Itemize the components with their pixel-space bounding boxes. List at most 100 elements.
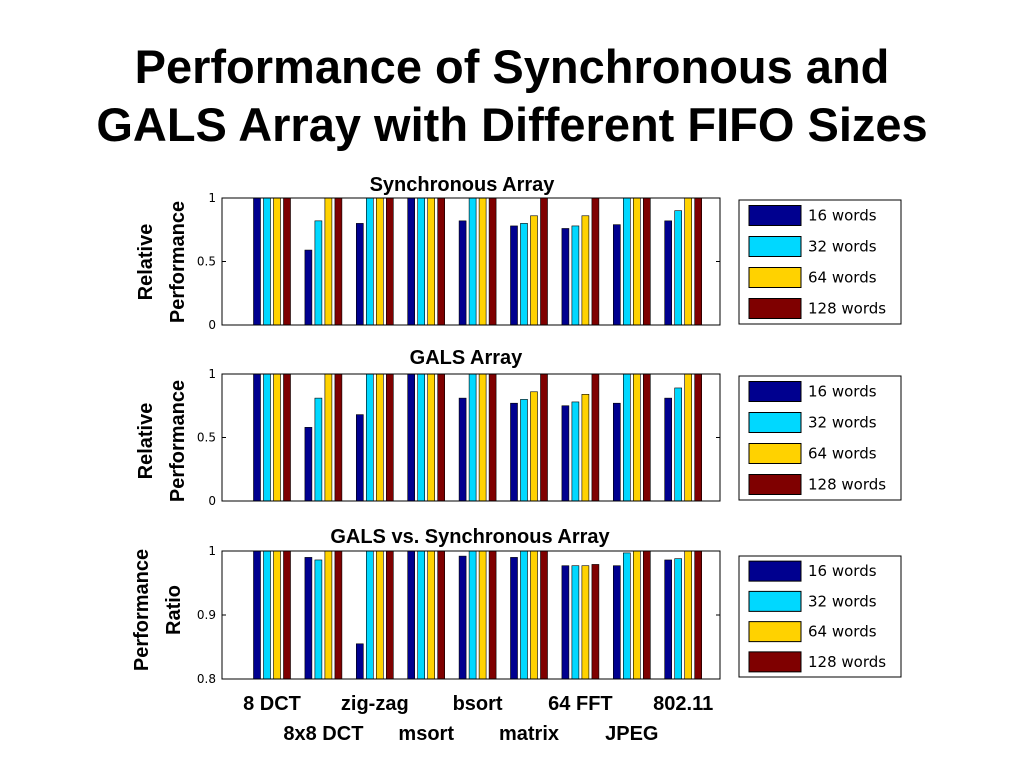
bar <box>510 557 518 680</box>
bar <box>591 197 600 326</box>
bar <box>612 565 621 680</box>
bar <box>365 550 374 680</box>
bar <box>324 550 333 680</box>
bar <box>273 373 281 502</box>
bar <box>684 197 693 326</box>
bar <box>520 550 528 680</box>
bar <box>253 550 261 680</box>
slide-title-line-2: GALS Array with Different FIFO Sizes <box>96 98 928 151</box>
bar <box>684 373 693 502</box>
legend-label: 128 words <box>808 300 886 318</box>
bar <box>263 197 271 326</box>
bar <box>632 550 641 680</box>
legend-label: 128 words <box>808 653 886 671</box>
bar <box>427 550 436 680</box>
legend-label: 32 words <box>808 592 877 610</box>
bar <box>510 225 518 326</box>
legend-swatch <box>748 474 802 495</box>
bar <box>334 550 343 680</box>
bar <box>674 210 683 326</box>
bar <box>520 223 528 326</box>
bar <box>571 565 580 680</box>
bar <box>355 414 364 502</box>
bar <box>263 373 271 502</box>
bar <box>674 558 683 680</box>
bar <box>385 550 394 680</box>
bar <box>304 249 313 326</box>
x-tick-label: msort <box>398 723 454 745</box>
bar <box>694 197 703 326</box>
legend-swatch <box>748 651 802 673</box>
legend: 16 words 32 words 64 words 128 words <box>738 199 902 325</box>
bar <box>674 387 683 502</box>
y-axis-label: Relative <box>135 224 157 301</box>
legend: 16 words 32 words 64 words 128 words <box>738 375 902 501</box>
bar <box>437 197 446 326</box>
bar <box>468 550 477 680</box>
bar <box>581 215 590 326</box>
x-tick-label: matrix <box>499 723 559 745</box>
y-tick-label: 0.5 <box>197 255 216 269</box>
bar <box>304 427 313 502</box>
bar <box>478 197 487 326</box>
legend-label: 64 words <box>808 269 877 287</box>
bar <box>581 394 590 502</box>
bar <box>591 373 600 502</box>
legend-swatch <box>748 443 802 464</box>
legend-label: 64 words <box>808 445 877 463</box>
y-axis-label: Performance <box>167 201 189 323</box>
legend-label: 32 words <box>808 414 877 432</box>
legend-label: 32 words <box>808 238 877 256</box>
legend-swatch <box>748 590 802 612</box>
bar <box>304 557 313 680</box>
bar <box>273 550 281 680</box>
bar <box>642 197 651 326</box>
legend: 16 words 32 words 64 words 128 words <box>738 555 902 678</box>
y-axis-label: Performance <box>131 549 153 671</box>
x-tick-label: 8x8 DCT <box>283 723 363 745</box>
bar <box>622 373 631 502</box>
bar <box>540 550 548 680</box>
y-axis-label: Performance <box>167 380 189 502</box>
chart-panel-3: GALS vs. Synchronous Array Performance Rat… <box>131 526 902 686</box>
bar <box>458 397 467 502</box>
legend-label: 128 words <box>808 476 886 494</box>
bar <box>375 550 384 680</box>
bar <box>530 391 538 502</box>
bar <box>314 397 323 502</box>
legend-swatch <box>748 236 802 257</box>
bar <box>283 550 291 680</box>
bar <box>458 555 467 680</box>
bar <box>417 197 426 326</box>
bar <box>664 559 673 680</box>
x-tick-label: bsort <box>453 693 503 715</box>
bar <box>612 402 621 502</box>
legend-swatch <box>748 381 802 402</box>
bar <box>478 373 487 502</box>
bar <box>417 550 426 680</box>
bar <box>437 373 446 502</box>
bar <box>407 197 416 326</box>
legend-label: 16 words <box>808 562 877 580</box>
bar <box>334 197 343 326</box>
x-tick-label: 64 FFT <box>548 693 612 715</box>
bar <box>694 550 703 680</box>
bar <box>540 373 548 502</box>
bar <box>571 225 580 326</box>
bar <box>694 373 703 502</box>
bar <box>437 550 446 680</box>
bar <box>612 224 621 326</box>
bar <box>375 373 384 502</box>
bar <box>684 550 693 680</box>
bar <box>324 197 333 326</box>
legend-swatch <box>748 621 802 643</box>
bar <box>427 373 436 502</box>
bar <box>324 373 333 502</box>
bar <box>468 197 477 326</box>
y-tick-label: 1 <box>208 191 216 205</box>
bar <box>468 373 477 502</box>
chart-panel-1: Synchronous Array Relative Performance 0 0.5… <box>135 174 902 332</box>
bar <box>561 405 570 502</box>
bar <box>385 197 394 326</box>
bar <box>664 220 673 326</box>
